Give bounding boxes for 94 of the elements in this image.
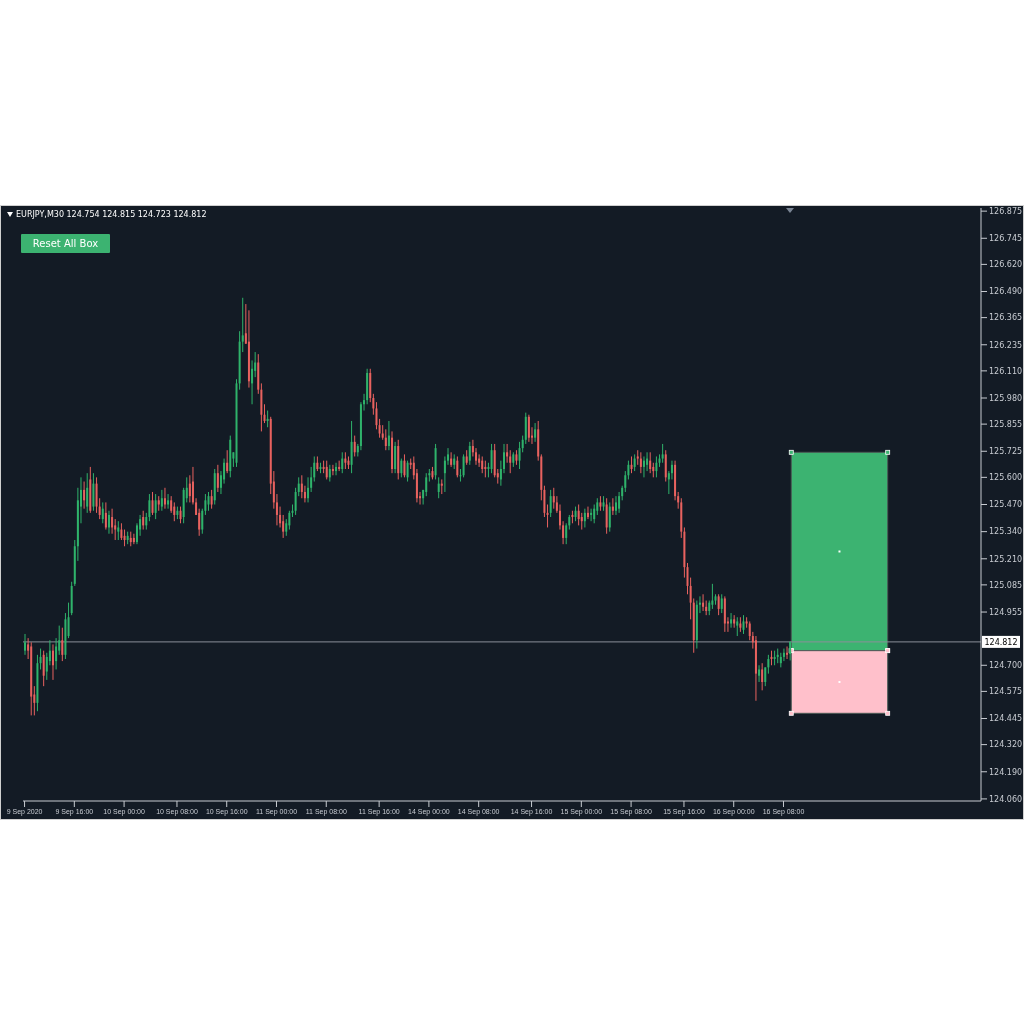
candlestick xyxy=(86,472,89,514)
candlestick xyxy=(154,493,157,520)
candlestick xyxy=(786,645,789,660)
candlestick xyxy=(104,501,107,531)
y-tick-label: 125.085 xyxy=(989,580,1023,590)
candlestick xyxy=(593,504,596,524)
y-tick-label: 124.190 xyxy=(989,767,1023,777)
candlestick xyxy=(39,648,42,670)
candlestick xyxy=(353,435,356,457)
candlestick xyxy=(524,412,527,445)
candlestick xyxy=(107,510,110,535)
y-tick-label: 125.470 xyxy=(989,500,1023,510)
candlestick xyxy=(490,443,493,474)
candlestick xyxy=(92,472,95,512)
candlestick xyxy=(761,662,764,691)
chart-title: EURJPY,M30 124.754 124.815 124.723 124.812 xyxy=(16,210,207,219)
candlestick xyxy=(303,485,306,503)
candlestick xyxy=(664,449,667,483)
candlestick xyxy=(702,593,705,612)
candlestick xyxy=(583,508,586,528)
candlestick xyxy=(111,508,114,535)
candlestick xyxy=(101,501,104,524)
candlestick xyxy=(611,497,614,516)
candlestick xyxy=(335,462,338,476)
candlestick xyxy=(590,508,593,522)
y-tick-label: 126.365 xyxy=(989,313,1023,323)
y-tick-label: 125.600 xyxy=(989,473,1023,483)
candlestick xyxy=(378,418,381,439)
candlestick xyxy=(552,487,555,510)
candlestick xyxy=(251,359,254,405)
y-tick-label: 125.210 xyxy=(989,554,1023,564)
y-tick-label: 126.110 xyxy=(989,366,1023,376)
y-tick-label: 125.855 xyxy=(989,419,1023,429)
candlestick xyxy=(83,481,86,510)
candlestick xyxy=(758,664,761,683)
candlestick xyxy=(782,648,785,662)
candlestick xyxy=(400,458,403,478)
candlestick xyxy=(456,455,459,478)
candlestick xyxy=(24,633,26,656)
candlestick xyxy=(437,476,440,499)
candlestick xyxy=(742,614,745,635)
candlestick xyxy=(67,602,70,639)
y-tick-label: 124.700 xyxy=(989,661,1023,671)
candlestick xyxy=(406,460,409,483)
candlestick xyxy=(534,422,537,443)
candlestick xyxy=(425,472,428,497)
candlestick xyxy=(462,453,465,478)
y-tick-label: 125.980 xyxy=(989,393,1023,403)
candlestick xyxy=(527,414,530,443)
candlestick xyxy=(506,443,509,464)
candlestick xyxy=(546,504,549,528)
y-tick-label: 126.235 xyxy=(989,340,1023,350)
candlestick xyxy=(216,464,219,493)
y-tick-label: 125.340 xyxy=(989,527,1023,537)
candlestick xyxy=(549,489,552,518)
candlestick xyxy=(61,627,64,662)
candlestick xyxy=(642,455,645,478)
candlestick xyxy=(51,643,54,681)
y-tick-label: 125.725 xyxy=(989,447,1023,457)
candlestick xyxy=(586,506,589,520)
candlestick xyxy=(394,441,397,474)
annotation: Reset All Box xyxy=(21,234,110,253)
candlestick xyxy=(459,468,462,483)
candlestick xyxy=(167,493,170,510)
candlestick xyxy=(207,491,210,512)
y-tick-label: 126.745 xyxy=(989,234,1023,244)
candlestick xyxy=(307,476,310,503)
ref-line-label: 124.812 xyxy=(984,637,1018,647)
y-tick-label: 124.955 xyxy=(989,607,1023,617)
candlestick xyxy=(226,449,229,474)
y-tick-label: 126.620 xyxy=(989,260,1023,270)
candlestick xyxy=(331,464,334,476)
candlestick xyxy=(42,650,45,687)
candlestick xyxy=(151,491,154,516)
candlestick xyxy=(55,637,58,670)
candlestick xyxy=(403,453,406,478)
y-tick-label: 124.320 xyxy=(989,740,1023,750)
candlestick xyxy=(661,443,664,464)
candlestick xyxy=(338,460,341,472)
y-tick-label: 126.875 xyxy=(989,206,1023,216)
y-tick-label: 126.490 xyxy=(989,287,1023,297)
candlestick xyxy=(618,491,621,514)
candlestick xyxy=(649,451,652,474)
candlestick xyxy=(300,474,303,499)
candlestick xyxy=(384,428,387,451)
candlestick xyxy=(614,495,617,516)
candlestick xyxy=(764,666,767,687)
candlestick xyxy=(608,501,611,533)
y-tick-label: 124.060 xyxy=(989,794,1023,804)
candlestick xyxy=(163,487,166,510)
y-tick-label: 124.445 xyxy=(989,714,1023,724)
y-tick-label: 124.575 xyxy=(989,687,1023,697)
candlestick xyxy=(767,654,770,675)
candlestick xyxy=(263,403,266,424)
